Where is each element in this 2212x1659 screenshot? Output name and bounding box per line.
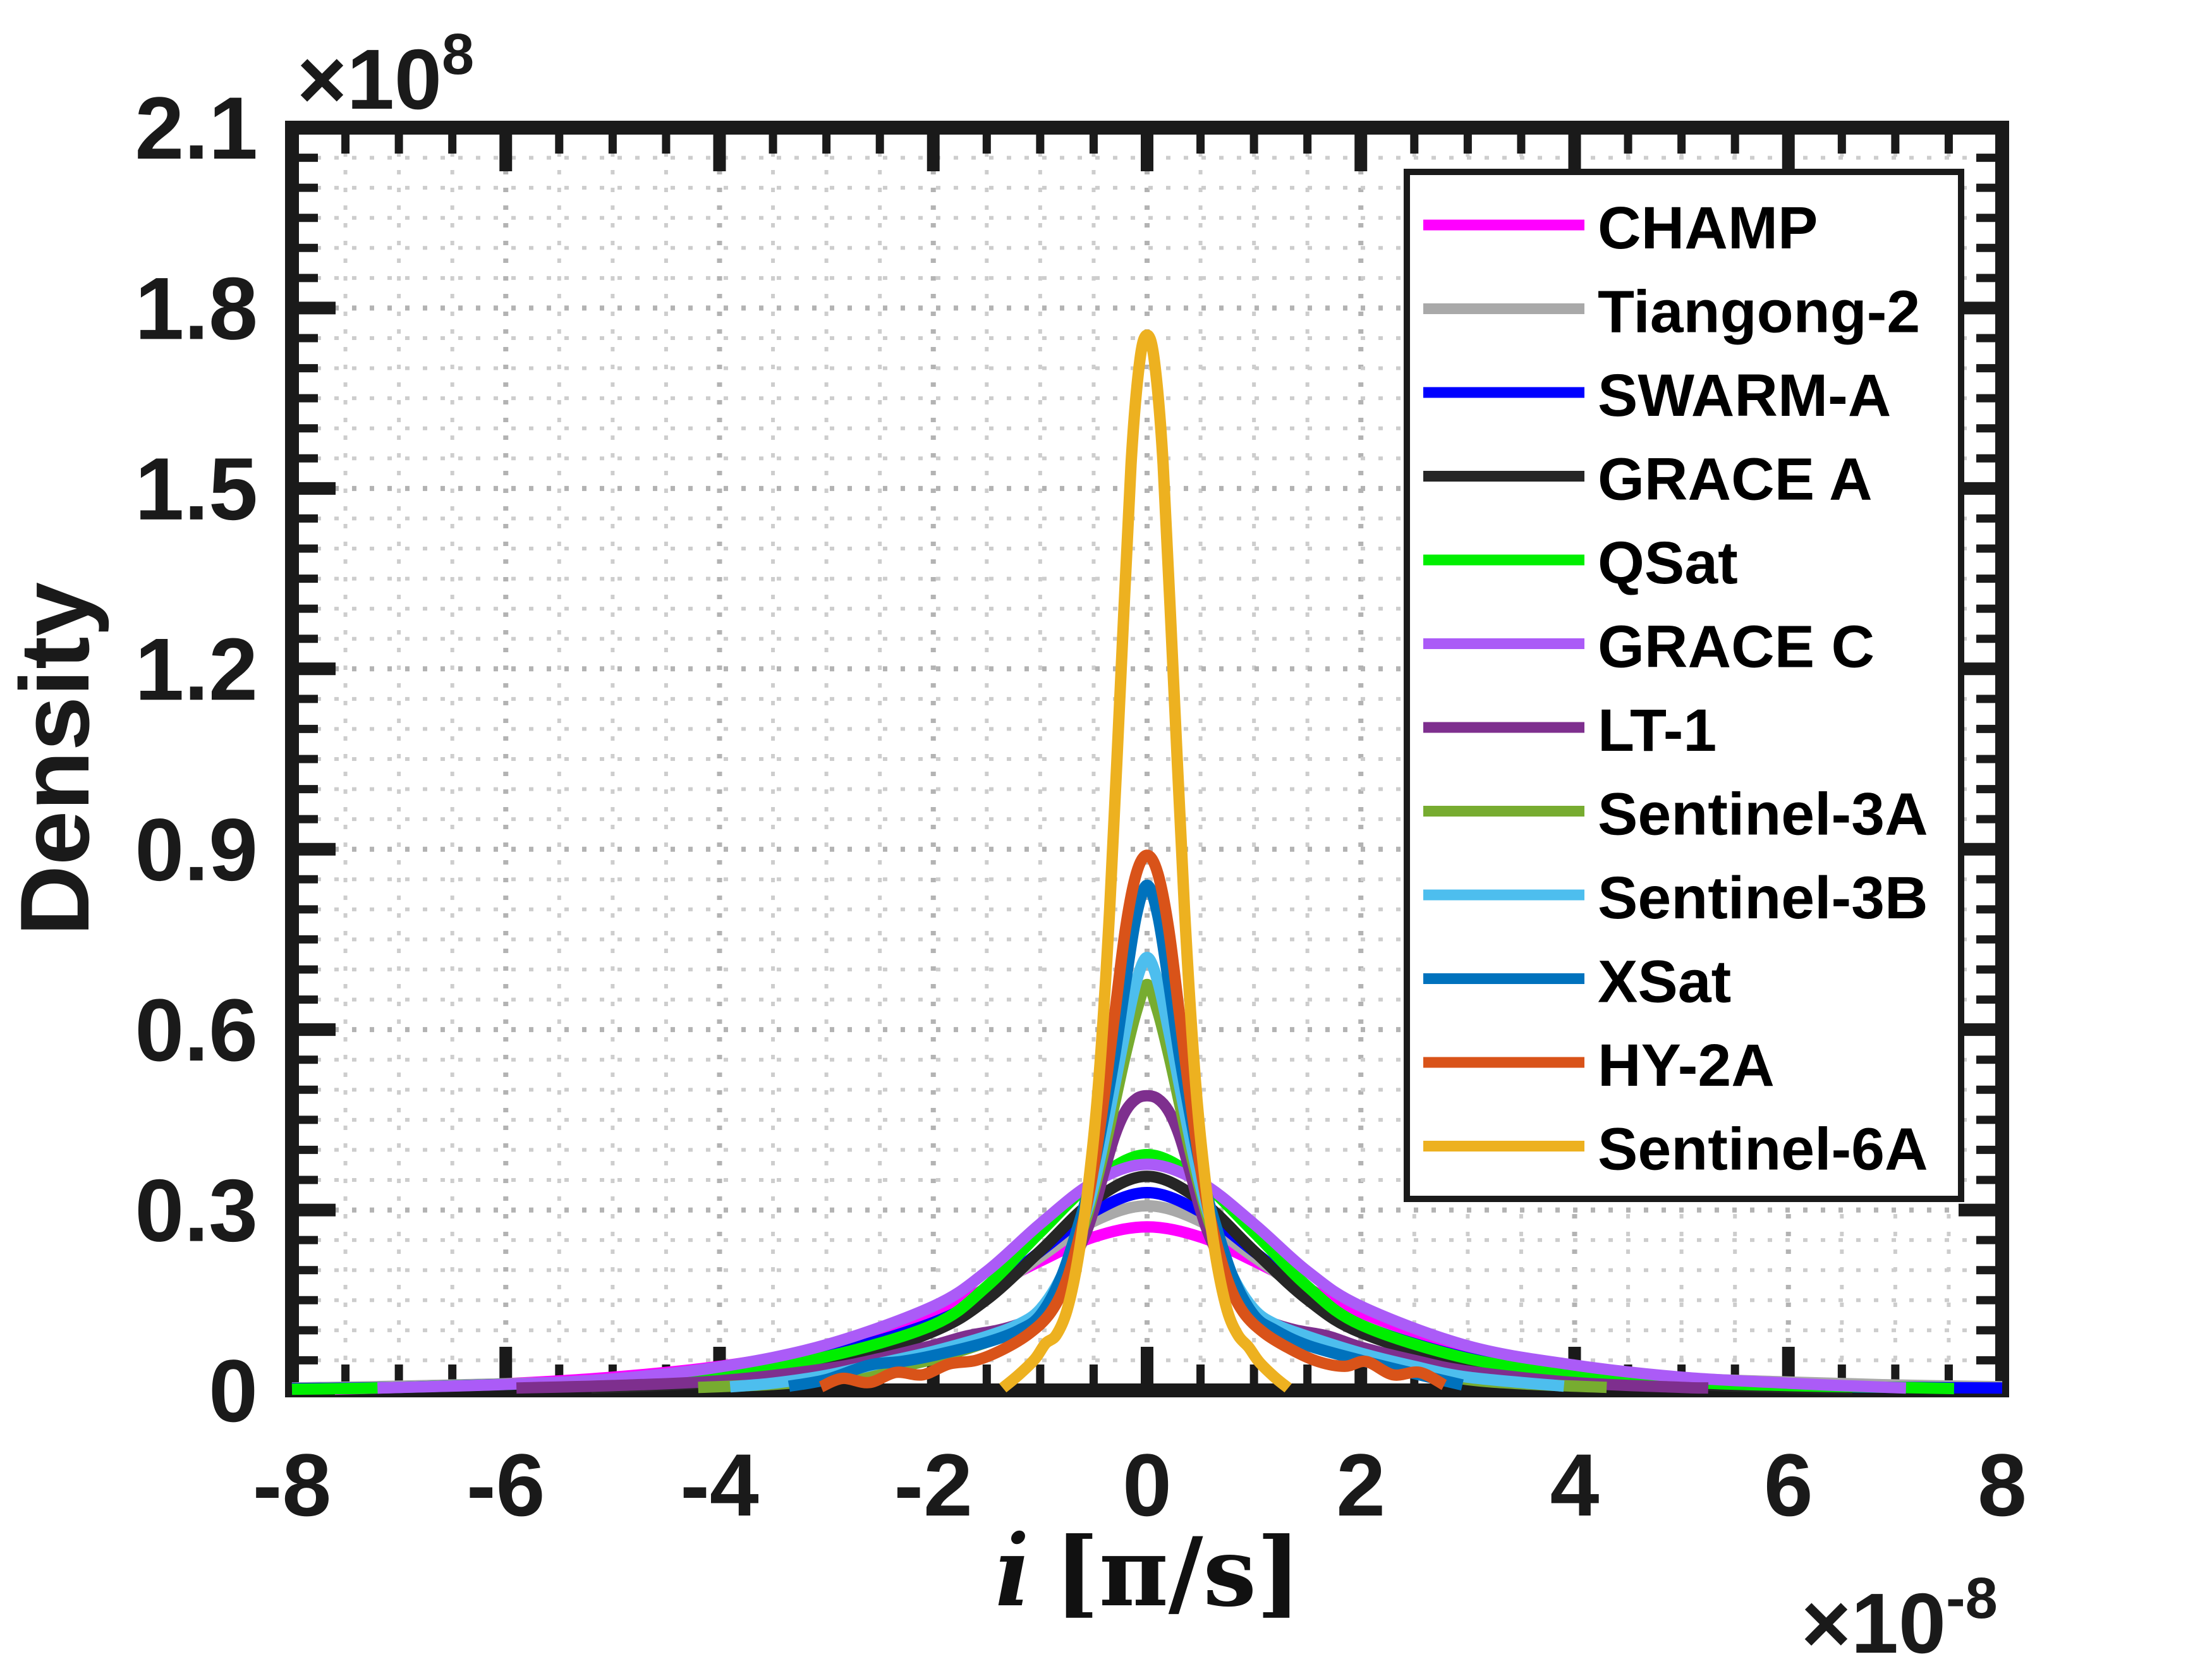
x-tick-label-4: 4 bbox=[1550, 1435, 1600, 1534]
legend-label-Sentinel-3B: Sentinel-3B bbox=[1598, 865, 1928, 932]
legend-entry-LT-1: LT-1 bbox=[1423, 697, 1717, 764]
x-tick-label-2: 2 bbox=[1336, 1435, 1385, 1534]
legend-label-HY-2A: HY-2A bbox=[1598, 1032, 1775, 1099]
legend-entry-XSat: XSat bbox=[1423, 949, 1731, 1016]
legend-label-GRACE A: GRACE A bbox=[1598, 446, 1873, 513]
x-axis-label: ı̇ [π/s] bbox=[993, 1517, 1301, 1628]
legend-label-CHAMP: CHAMP bbox=[1598, 195, 1818, 262]
legend-label-Tiangong-2: Tiangong-2 bbox=[1598, 279, 1920, 346]
curve-HY-2A bbox=[818, 849, 1447, 1392]
x-axis-exponent: ×10-8 bbox=[1801, 1566, 1998, 1659]
legend-entry-GRACE A: GRACE A bbox=[1423, 446, 1873, 513]
x-tick-label--4: -4 bbox=[680, 1435, 759, 1534]
y-tick-label-1.8: 1.8 bbox=[135, 258, 258, 358]
curve-GRACE C bbox=[377, 1158, 1907, 1394]
legend: CHAMP Tiangong-2 SWARM-A GRACE A QSat GRACE C… bbox=[1404, 169, 1964, 1202]
legend-entry-SWARM-A: SWARM-A bbox=[1423, 362, 1891, 429]
y-tick-label-1.5: 1.5 bbox=[135, 439, 258, 538]
legend-label-GRACE C: GRACE C bbox=[1598, 614, 1875, 681]
y-axis-exponent: ×108 bbox=[297, 22, 474, 127]
y-tick-label-0.3: 0.3 bbox=[135, 1161, 258, 1260]
legend-entry-QSat: QSat bbox=[1423, 530, 1738, 597]
legend-label-LT-1: LT-1 bbox=[1598, 697, 1717, 764]
legend-label-Sentinel-6A: Sentinel-6A bbox=[1598, 1116, 1928, 1183]
legend-label-XSat: XSat bbox=[1598, 949, 1731, 1016]
legend-label-QSat: QSat bbox=[1598, 530, 1738, 597]
x-tick-label--6: -6 bbox=[466, 1435, 545, 1534]
legend-entry-GRACE C: GRACE C bbox=[1423, 614, 1875, 681]
y-tick-label-0.9: 0.9 bbox=[135, 800, 258, 899]
y-tick-label-0: 0 bbox=[209, 1341, 258, 1440]
density-curves bbox=[291, 329, 2003, 1395]
legend-entry-Sentinel-3B: Sentinel-3B bbox=[1423, 865, 1928, 932]
x-tick-label-8: 8 bbox=[1978, 1435, 2027, 1534]
legend-entry-Sentinel-3A: Sentinel-3A bbox=[1423, 781, 1928, 848]
legend-entry-Tiangong-2: Tiangong-2 bbox=[1423, 279, 1920, 346]
x-tick-label-0: 0 bbox=[1122, 1435, 1172, 1534]
legend-entry-Sentinel-6A: Sentinel-6A bbox=[1423, 1116, 1928, 1183]
legend-label-SWARM-A: SWARM-A bbox=[1598, 362, 1891, 429]
y-tick-label-0.6: 0.6 bbox=[135, 980, 258, 1079]
x-tick-label--8: -8 bbox=[253, 1435, 331, 1534]
plot-border bbox=[285, 121, 2009, 1397]
axis-labels: Density ı̇ [π/s] ×108 ×10-8 bbox=[0, 22, 1998, 1659]
legend-entry-HY-2A: HY-2A bbox=[1423, 1032, 1775, 1099]
curve-XSat bbox=[787, 879, 1464, 1392]
y-tick-label-1.2: 1.2 bbox=[135, 619, 258, 719]
curve-Sentinel-6A bbox=[999, 329, 1292, 1393]
legend-entry-CHAMP: CHAMP bbox=[1423, 195, 1818, 262]
y-axis-label: Density bbox=[0, 582, 109, 936]
x-tick-label--2: -2 bbox=[894, 1435, 973, 1534]
legend-label-Sentinel-3A: Sentinel-3A bbox=[1598, 781, 1928, 848]
y-tick-label-2.1: 2.1 bbox=[135, 78, 258, 178]
legend-box bbox=[1404, 169, 1964, 1202]
x-tick-label-6: 6 bbox=[1764, 1435, 1813, 1534]
axis-box bbox=[285, 121, 2009, 1397]
